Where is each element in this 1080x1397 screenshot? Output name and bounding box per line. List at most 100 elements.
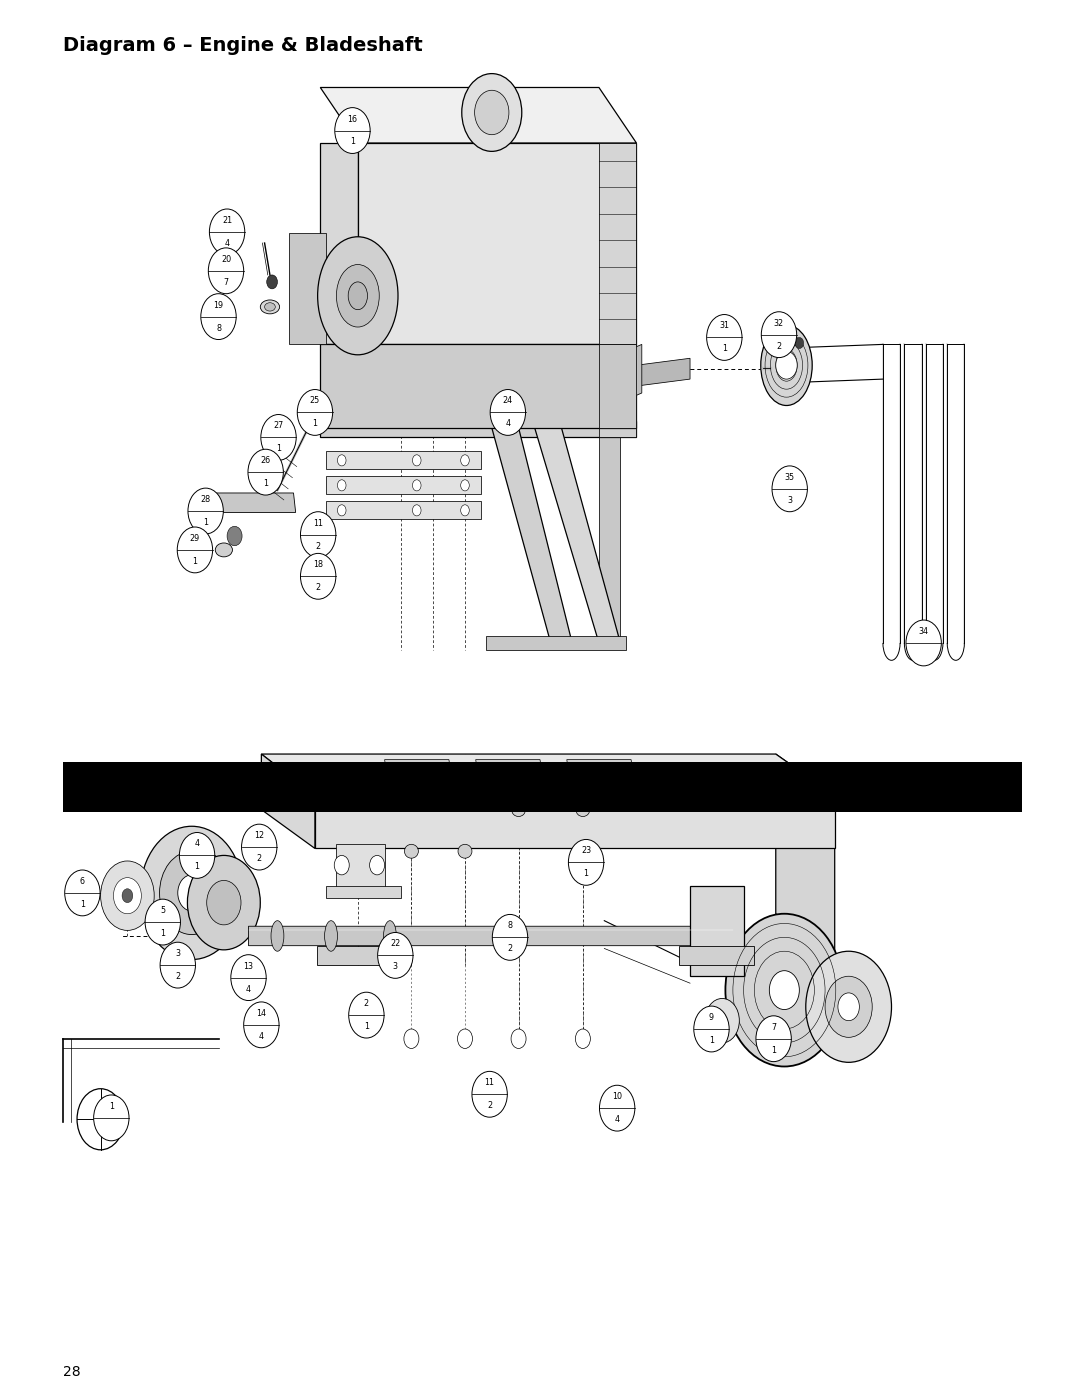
- Text: 4: 4: [259, 1032, 264, 1041]
- Text: 2: 2: [257, 854, 261, 863]
- Text: 31: 31: [719, 321, 729, 331]
- Text: 1: 1: [160, 929, 165, 937]
- Circle shape: [206, 880, 241, 925]
- Circle shape: [337, 455, 346, 465]
- Ellipse shape: [404, 844, 418, 858]
- Circle shape: [298, 767, 311, 784]
- Text: 1: 1: [203, 518, 208, 527]
- Polygon shape: [326, 476, 481, 495]
- Polygon shape: [599, 420, 636, 437]
- Circle shape: [140, 826, 243, 960]
- Circle shape: [179, 833, 215, 879]
- Text: 1: 1: [583, 869, 589, 879]
- Circle shape: [599, 1085, 635, 1132]
- Circle shape: [576, 1030, 591, 1048]
- Text: 9: 9: [708, 1013, 714, 1023]
- Ellipse shape: [512, 803, 526, 816]
- Circle shape: [113, 877, 141, 914]
- Circle shape: [369, 855, 384, 875]
- Circle shape: [297, 390, 333, 436]
- Circle shape: [160, 851, 224, 935]
- Circle shape: [188, 488, 224, 534]
- Text: 24: 24: [503, 397, 513, 405]
- Circle shape: [413, 479, 421, 490]
- Circle shape: [462, 74, 522, 151]
- Circle shape: [145, 900, 180, 944]
- Text: 2: 2: [315, 542, 321, 550]
- Text: 2: 2: [487, 1101, 492, 1111]
- Text: 1: 1: [708, 1037, 714, 1045]
- Circle shape: [906, 620, 942, 666]
- Polygon shape: [289, 233, 326, 345]
- Circle shape: [188, 855, 260, 950]
- Circle shape: [334, 855, 349, 875]
- Polygon shape: [326, 451, 481, 469]
- Polygon shape: [599, 142, 636, 345]
- Polygon shape: [321, 142, 357, 345]
- Text: 1: 1: [721, 345, 727, 353]
- Circle shape: [404, 1030, 419, 1048]
- Text: 18: 18: [313, 560, 323, 570]
- Polygon shape: [599, 345, 636, 427]
- Circle shape: [472, 1071, 508, 1118]
- Circle shape: [761, 312, 797, 358]
- Polygon shape: [261, 754, 835, 796]
- Circle shape: [785, 767, 798, 784]
- Polygon shape: [357, 142, 636, 345]
- Circle shape: [335, 108, 370, 154]
- Text: 2: 2: [508, 944, 513, 953]
- Circle shape: [825, 977, 873, 1038]
- Text: 27: 27: [273, 422, 284, 430]
- Text: 4: 4: [505, 419, 511, 429]
- Circle shape: [160, 942, 195, 988]
- Circle shape: [772, 465, 808, 511]
- Text: 29: 29: [190, 534, 200, 543]
- Circle shape: [210, 210, 245, 254]
- Polygon shape: [321, 345, 636, 427]
- Circle shape: [769, 971, 799, 1010]
- Text: 19: 19: [214, 300, 224, 310]
- Circle shape: [94, 1095, 129, 1141]
- Text: 11: 11: [485, 1078, 495, 1087]
- Circle shape: [177, 527, 213, 573]
- Circle shape: [458, 1030, 472, 1048]
- Circle shape: [248, 450, 283, 495]
- Polygon shape: [321, 420, 636, 437]
- Polygon shape: [318, 946, 411, 965]
- Text: 13: 13: [243, 961, 254, 971]
- Text: 1: 1: [194, 862, 200, 872]
- Text: 5: 5: [160, 907, 165, 915]
- Circle shape: [242, 824, 276, 870]
- Polygon shape: [599, 420, 620, 643]
- Circle shape: [693, 1006, 729, 1052]
- Text: 4: 4: [615, 1115, 620, 1125]
- Text: 2: 2: [777, 342, 782, 351]
- Polygon shape: [625, 345, 642, 400]
- Text: 6: 6: [80, 877, 85, 886]
- Text: 8: 8: [216, 324, 221, 332]
- Circle shape: [775, 351, 797, 379]
- Circle shape: [244, 1002, 279, 1048]
- Ellipse shape: [336, 264, 379, 327]
- Circle shape: [795, 338, 804, 349]
- Circle shape: [208, 247, 244, 293]
- Text: 1: 1: [771, 1046, 777, 1055]
- Ellipse shape: [383, 921, 396, 951]
- Text: 28: 28: [63, 1365, 81, 1379]
- Text: Diagram 6 – Engine & Bladeshaft: Diagram 6 – Engine & Bladeshaft: [63, 36, 423, 54]
- Polygon shape: [636, 358, 690, 386]
- Polygon shape: [486, 636, 625, 650]
- Text: 2: 2: [175, 972, 180, 981]
- Text: 35: 35: [785, 472, 795, 482]
- Circle shape: [700, 795, 713, 812]
- Circle shape: [267, 275, 278, 289]
- Circle shape: [461, 504, 470, 515]
- Circle shape: [300, 511, 336, 557]
- Circle shape: [349, 992, 384, 1038]
- Text: 2: 2: [315, 584, 321, 592]
- Text: 1: 1: [276, 444, 281, 454]
- Circle shape: [77, 1088, 124, 1150]
- Circle shape: [511, 1030, 526, 1048]
- Circle shape: [706, 314, 742, 360]
- Ellipse shape: [760, 326, 812, 405]
